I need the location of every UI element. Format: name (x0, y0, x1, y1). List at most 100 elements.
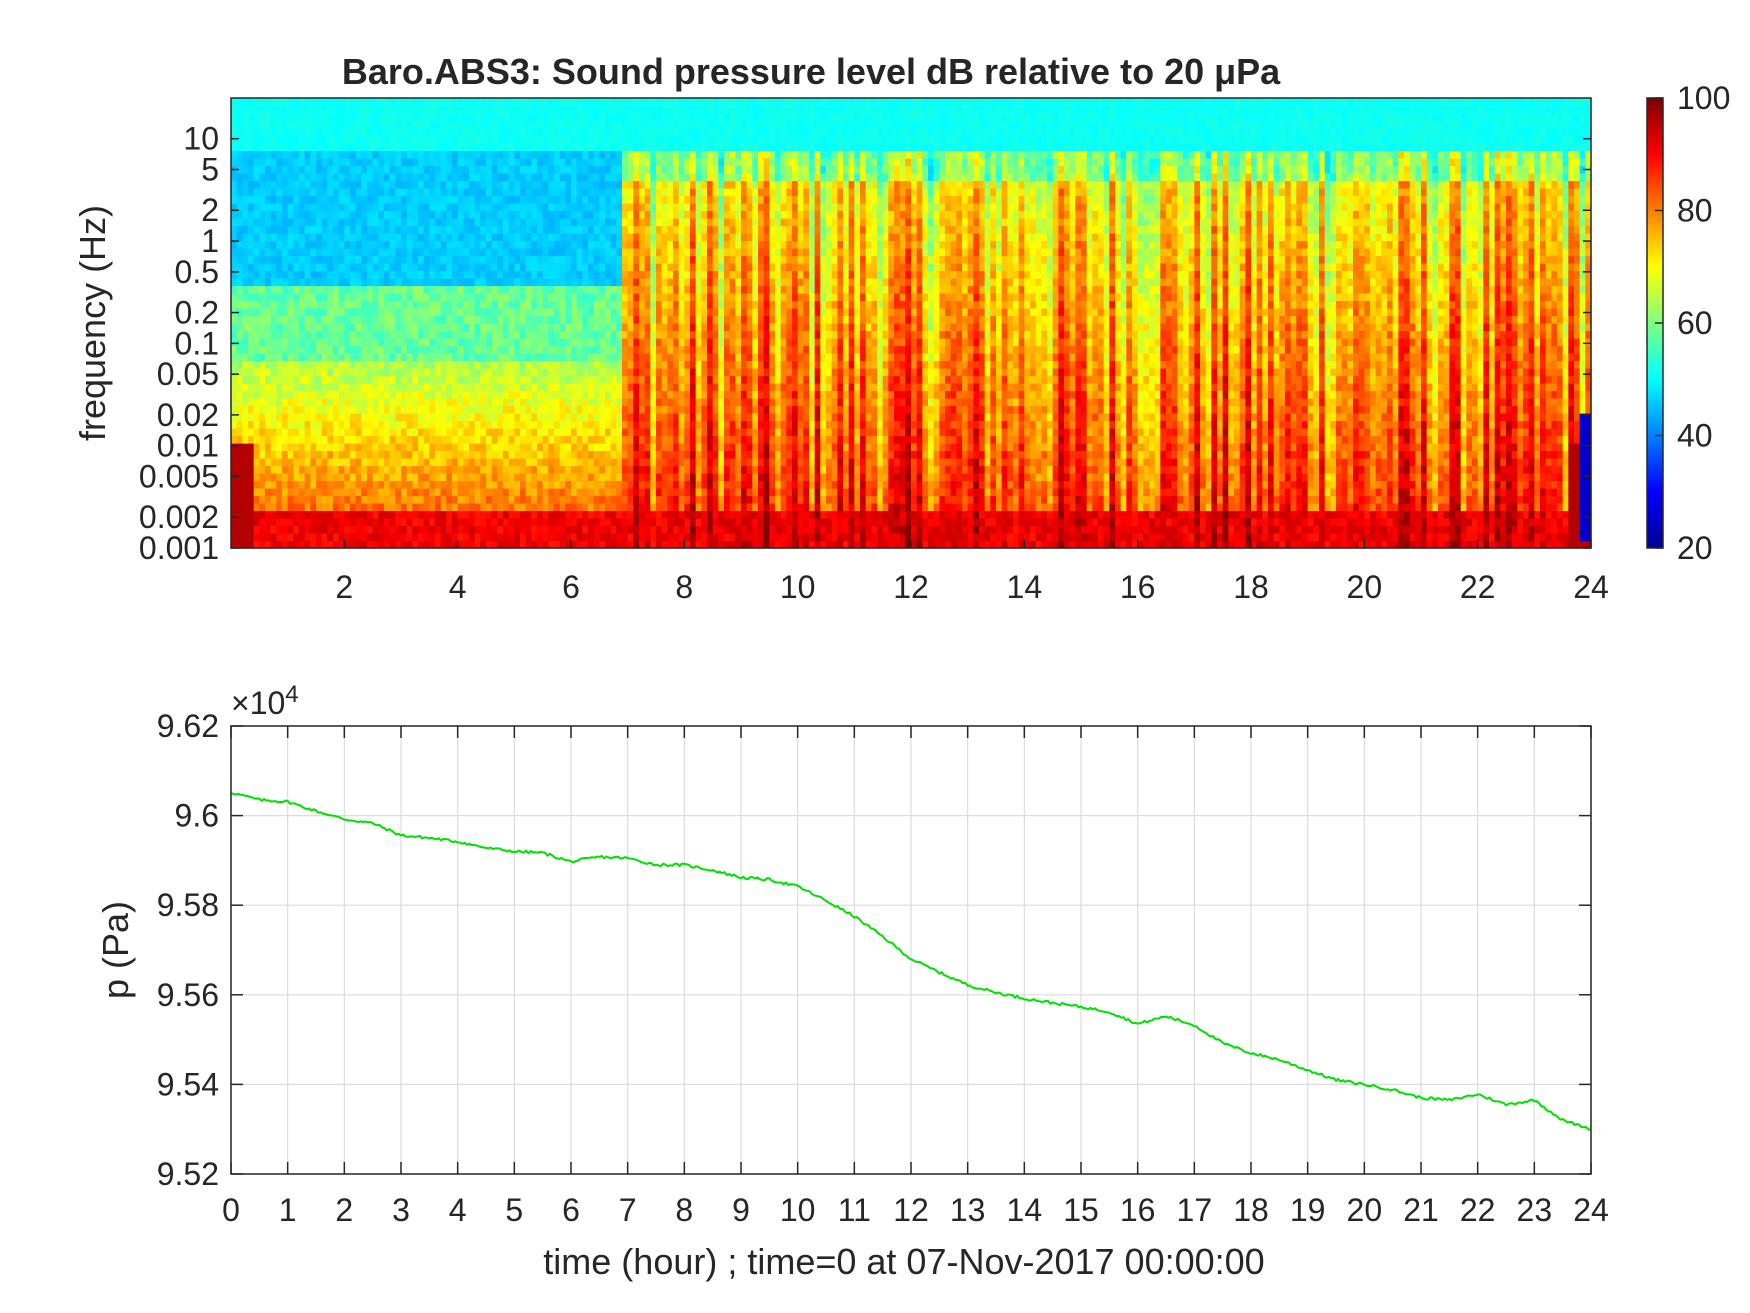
spectrogram-cell (339, 121, 345, 129)
spectrogram-cell (339, 301, 345, 309)
spectrogram-cell (577, 143, 583, 151)
spectrogram-cell (356, 428, 362, 436)
spectrogram-cell (594, 278, 600, 286)
spectrogram-cell (322, 353, 328, 361)
spectrogram-cell (582, 233, 588, 241)
spectrogram-cell (639, 181, 645, 189)
spectrogram-cell (548, 106, 554, 114)
spectrogram-cell (611, 353, 617, 361)
spectrogram-cell (679, 368, 685, 376)
spectrogram-cell (667, 451, 673, 459)
spectrogram-cell (486, 443, 492, 451)
spectrogram-cell (673, 218, 679, 226)
spectrogram-cell (418, 526, 424, 534)
spectrogram-cell (554, 271, 560, 279)
spectrogram-cell (327, 271, 333, 279)
spectrogram-cell (322, 413, 328, 421)
spectrogram-cell (356, 211, 362, 219)
spectrogram-cell (316, 361, 322, 369)
spectrogram-cell (628, 218, 634, 226)
spectrogram-cell (526, 203, 532, 211)
spectrogram-cell (469, 451, 475, 459)
spectrogram-cell (492, 376, 498, 384)
spectrogram-cell (322, 488, 328, 496)
spectrogram-cell (282, 113, 288, 121)
spectrogram-cell (679, 143, 685, 151)
spectrogram-cell (628, 226, 634, 234)
spectrogram-cell (259, 196, 265, 204)
spectrogram-cell (327, 533, 333, 541)
spectrogram-cell (458, 458, 464, 466)
spectrogram-cell (509, 458, 515, 466)
spectrogram-cell (458, 376, 464, 384)
spectrogram-cell (265, 158, 271, 166)
spectrogram-cell (367, 518, 373, 526)
spectrogram-cell (543, 458, 549, 466)
spectrogram-cell (378, 226, 384, 234)
spectrogram-cell (509, 323, 515, 331)
spectrogram-cell (679, 263, 685, 271)
spectrogram-cell (350, 241, 356, 249)
spectrogram-cell (441, 301, 447, 309)
spectrogram-cell (339, 151, 345, 159)
spectrogram-cell (367, 406, 373, 414)
spectrogram-cell (259, 533, 265, 541)
spectrogram-cell (429, 398, 435, 406)
spectrogram-cell (486, 428, 492, 436)
spectrogram-cell (605, 181, 611, 189)
spectrogram-cell (673, 518, 679, 526)
spectrogram-cell (265, 346, 271, 354)
spectrogram-cell (662, 166, 668, 174)
spectrogram-cell (469, 496, 475, 504)
spectrogram-cell (310, 233, 316, 241)
spectrogram-cell (645, 98, 651, 106)
spectrogram-cell (548, 361, 554, 369)
spectrogram-cell (242, 383, 248, 391)
spectrogram-cell (248, 203, 254, 211)
spectrogram-cell (645, 121, 651, 129)
spectrogram-cell (605, 226, 611, 234)
spectrogram-cell (293, 203, 299, 211)
spectrogram-cell (435, 338, 441, 346)
spectrogram-cell (605, 278, 611, 286)
spectrogram-cell (565, 346, 571, 354)
spectrogram-cell (696, 286, 702, 294)
spectrogram-cell (384, 233, 390, 241)
spectrogram-cell (361, 436, 367, 444)
spectrogram-cell (684, 526, 690, 534)
spectrogram-cell (480, 286, 486, 294)
spectrogram-cell (248, 308, 254, 316)
spectrogram-cell (435, 196, 441, 204)
spectrogram-cell (503, 218, 509, 226)
spectrogram-cell (543, 196, 549, 204)
spectrogram-cell (316, 203, 322, 211)
spectrogram-cell (650, 338, 656, 346)
spectrogram-cell (418, 211, 424, 219)
spectrogram-cell (503, 151, 509, 159)
spectrogram-cell (554, 256, 560, 264)
spectrogram-cell (548, 308, 554, 316)
spectrogram-cell (367, 496, 373, 504)
spectrogram-cell (407, 158, 413, 166)
spectrogram-cell (316, 451, 322, 459)
spectrogram-cell (526, 293, 532, 301)
spectrogram-cell (650, 263, 656, 271)
spectrogram-cell (486, 346, 492, 354)
spectrogram-cell (690, 398, 696, 406)
spectrogram-cell (594, 308, 600, 316)
spectrogram-cell (662, 353, 668, 361)
spectrogram-cell (305, 488, 311, 496)
spectrogram-cell (424, 473, 430, 481)
spectrogram-cell (650, 361, 656, 369)
spectrogram-cell (656, 248, 662, 256)
spectrogram-cell (605, 158, 611, 166)
spectrogram-cell (237, 496, 243, 504)
spectrogram-cell (486, 136, 492, 144)
spectrogram-cell (628, 128, 634, 136)
spectrogram-cell (480, 533, 486, 541)
spectrogram-cell (254, 473, 260, 481)
spectrogram-cell (373, 248, 379, 256)
spectrogram-cell (412, 413, 418, 421)
spectrogram-cell (231, 286, 237, 294)
spectrogram-cell (265, 443, 271, 451)
